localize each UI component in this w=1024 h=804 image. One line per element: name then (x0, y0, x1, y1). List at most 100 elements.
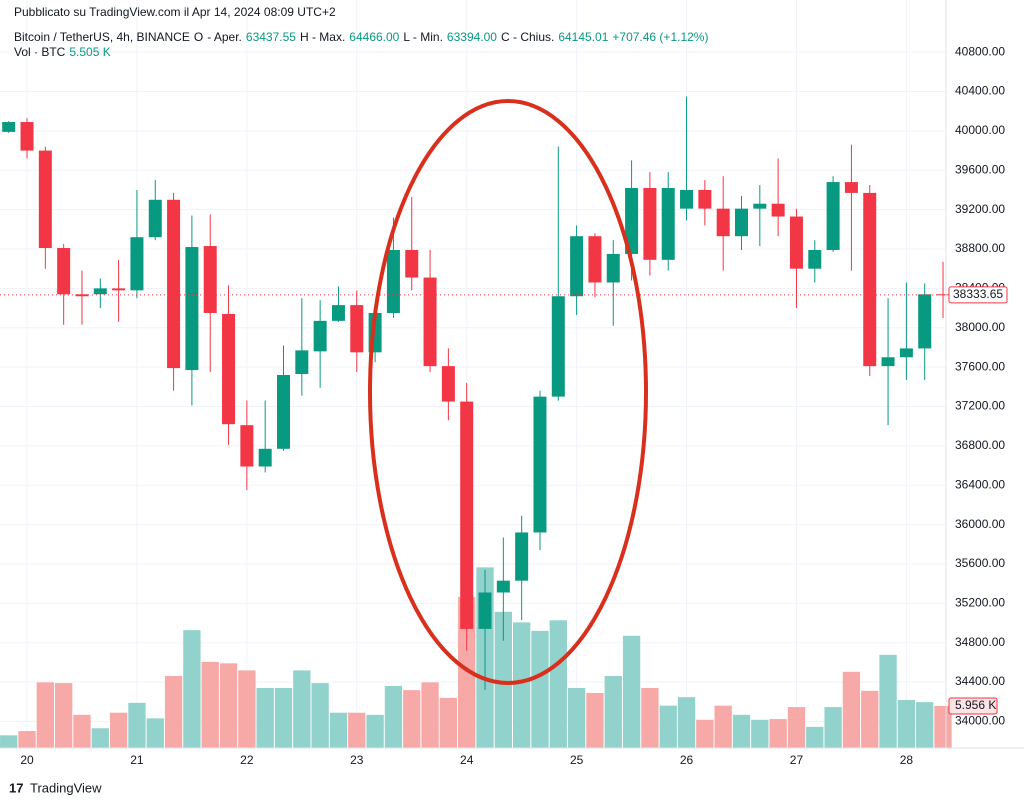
volume-bar (311, 683, 329, 748)
volume-bar (274, 688, 293, 748)
x-tick-label: 27 (790, 753, 804, 767)
y-tick-label: 34000.00 (955, 714, 1005, 728)
ohlc-label: O (193, 30, 204, 44)
volume-bar (897, 700, 916, 748)
y-tick-label: 36800.00 (955, 438, 1005, 452)
ohlc-sublabel: - Aper. (207, 30, 242, 44)
y-tick-label: 38000.00 (955, 320, 1005, 334)
volume-bar (348, 712, 366, 748)
ohlc-value: 63437.55 (245, 30, 296, 44)
volume-bar (604, 676, 622, 748)
candle-body (130, 237, 144, 291)
x-tick-label: 23 (350, 753, 364, 767)
candle-body (148, 199, 162, 238)
volume-bar (458, 596, 476, 748)
volume-bar (586, 692, 604, 748)
volume-bar (36, 682, 54, 748)
volume-bar (641, 688, 659, 748)
volume-bar (201, 661, 219, 748)
candle-body (625, 187, 639, 254)
candle-body (405, 249, 419, 278)
last-price-box (948, 286, 1008, 304)
volume-bar (842, 671, 861, 748)
x-tick-label: 26 (680, 753, 694, 767)
axes: 34000.00 34400.00 34800.00 35200.00 35600.00… (20, 44, 1008, 767)
ohlc-label: L - Min. (403, 30, 443, 44)
ohlc-change: +707.46 (+1.12%) (612, 30, 709, 44)
footer-text: TradingView (30, 780, 102, 795)
volume-bar (806, 726, 824, 748)
candle-body (93, 288, 107, 295)
volume-pane (0, 567, 952, 748)
candle-body (386, 249, 400, 313)
candle-body (789, 216, 803, 269)
candle-body (551, 296, 565, 397)
candle-body (716, 208, 730, 237)
y-tick-label: 37200.00 (955, 399, 1005, 413)
volume-bar (55, 683, 73, 748)
volume-bar (293, 670, 311, 748)
x-tick-label: 20 (20, 753, 34, 767)
footer-logo: 17 TradingView (9, 780, 102, 795)
volume-bar (18, 731, 36, 748)
candle-body (808, 249, 822, 269)
candle-body (515, 532, 529, 581)
volume-bar (622, 635, 641, 748)
candle-body (203, 246, 217, 313)
candle-body (753, 203, 767, 209)
candle-body (460, 401, 474, 629)
volume-bar (879, 654, 897, 748)
candle-body (698, 189, 712, 209)
y-tick-label: 34400.00 (955, 674, 1005, 688)
ohlc-legend: Bitcoin / TetherUS, 4h, BINANCE O - Aper. 6… (14, 30, 712, 44)
ohlc-label: H - Max. (299, 30, 346, 44)
volume-bar (769, 719, 787, 748)
volume-bar (73, 714, 91, 748)
last-price-label: 38333.65 (953, 287, 1003, 301)
highlight-ellipse (368, 99, 648, 685)
volume-bar (403, 690, 421, 748)
volume-bar (146, 718, 164, 748)
volume-bar (824, 707, 842, 748)
volume-name: Vol · BTC (14, 45, 66, 59)
x-tick-label: 22 (240, 753, 254, 767)
candle-body (258, 448, 272, 467)
volume-bar (256, 688, 274, 748)
volume-bar (439, 697, 458, 748)
candle-body (112, 288, 126, 291)
y-tick-label: 35600.00 (955, 556, 1005, 570)
volume-bar (714, 705, 732, 748)
candle-body (863, 192, 877, 367)
candle-body (20, 122, 34, 151)
candle-body (936, 294, 950, 296)
candle-body (240, 425, 254, 467)
volume-bar (494, 611, 512, 748)
published: Pubblicato su TradingView.com il Apr 14,… (14, 5, 336, 19)
x-tick-label: 21 (130, 753, 144, 767)
volume-bar (0, 735, 18, 748)
volume-bar (329, 712, 348, 748)
y-tick-label: 39600.00 (955, 162, 1005, 176)
volume-bar (916, 702, 934, 748)
volume-legend: Vol · BTC 5.505 K (14, 45, 115, 59)
volume-bar (696, 719, 714, 748)
x-tick-label: 24 (460, 753, 474, 767)
volume-bar (549, 620, 567, 748)
volume-bar (219, 663, 238, 748)
candle-body (606, 253, 620, 283)
candle-body (295, 350, 309, 374)
last-volume-label: 5.956 K (955, 698, 996, 712)
ohlc-label: C - Chius. (500, 30, 555, 44)
volume-bar (91, 728, 109, 748)
candle-body (826, 182, 840, 250)
volume-bar (238, 670, 256, 748)
candle-body (2, 122, 16, 132)
published-line: Pubblicato su TradingView.com il Apr 14,… (14, 5, 340, 19)
volume-bar (531, 630, 549, 748)
y-tick-label: 36400.00 (955, 477, 1005, 491)
candle-body (75, 294, 89, 297)
ohlc-value: 64145.01 (558, 30, 609, 44)
candle-body (496, 580, 510, 593)
x-tick-label: 25 (570, 753, 584, 767)
candle-body (918, 294, 932, 349)
